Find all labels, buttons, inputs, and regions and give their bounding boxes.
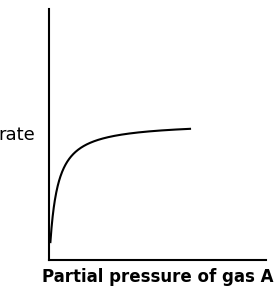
X-axis label: Partial pressure of gas A: Partial pressure of gas A [42, 268, 273, 286]
Y-axis label: rate: rate [0, 126, 35, 144]
